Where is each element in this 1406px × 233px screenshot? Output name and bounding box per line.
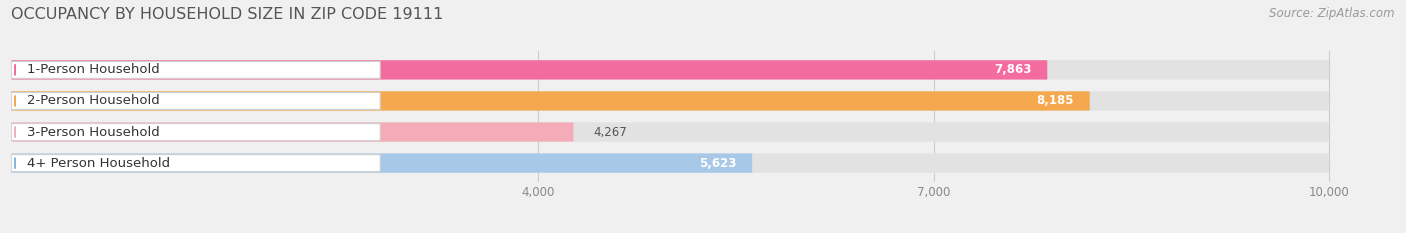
- Text: 1-Person Household: 1-Person Household: [27, 63, 160, 76]
- FancyBboxPatch shape: [11, 91, 1329, 111]
- Text: Source: ZipAtlas.com: Source: ZipAtlas.com: [1270, 7, 1395, 20]
- Text: 8,185: 8,185: [1036, 94, 1074, 107]
- FancyBboxPatch shape: [11, 91, 1090, 111]
- FancyBboxPatch shape: [11, 122, 1329, 142]
- Text: 2-Person Household: 2-Person Household: [27, 94, 160, 107]
- Text: 4,267: 4,267: [593, 126, 627, 139]
- FancyBboxPatch shape: [11, 123, 380, 140]
- Text: OCCUPANCY BY HOUSEHOLD SIZE IN ZIP CODE 19111: OCCUPANCY BY HOUSEHOLD SIZE IN ZIP CODE …: [11, 7, 444, 22]
- FancyBboxPatch shape: [11, 154, 752, 173]
- FancyBboxPatch shape: [11, 60, 1047, 79]
- Text: 4+ Person Household: 4+ Person Household: [27, 157, 170, 170]
- FancyBboxPatch shape: [11, 155, 380, 171]
- FancyBboxPatch shape: [11, 62, 380, 78]
- FancyBboxPatch shape: [11, 93, 380, 110]
- Text: 5,623: 5,623: [699, 157, 737, 170]
- FancyBboxPatch shape: [11, 154, 1329, 173]
- Text: 7,863: 7,863: [994, 63, 1032, 76]
- FancyBboxPatch shape: [11, 60, 1329, 79]
- Text: 3-Person Household: 3-Person Household: [27, 126, 160, 139]
- FancyBboxPatch shape: [11, 122, 574, 142]
